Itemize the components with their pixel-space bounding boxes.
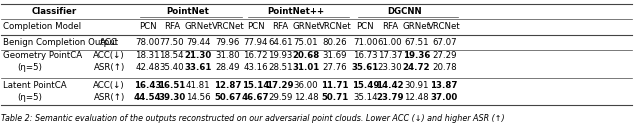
- Text: 64.61: 64.61: [268, 38, 292, 47]
- Text: 67.51: 67.51: [404, 38, 429, 47]
- Text: 23.79: 23.79: [376, 93, 404, 102]
- Text: 16.43: 16.43: [134, 81, 161, 90]
- Text: ACC(↓): ACC(↓): [93, 51, 125, 60]
- Text: ACC: ACC: [100, 38, 118, 47]
- Text: Latent PointCA: Latent PointCA: [3, 81, 67, 90]
- Text: RFA: RFA: [164, 22, 180, 31]
- Text: 71.00: 71.00: [353, 38, 378, 47]
- Text: ASR(↑): ASR(↑): [93, 93, 125, 102]
- Text: GRNet: GRNet: [184, 22, 212, 31]
- Text: 61.00: 61.00: [378, 38, 403, 47]
- Text: ASR(↑): ASR(↑): [93, 63, 125, 72]
- Text: GRNet: GRNet: [292, 22, 320, 31]
- Text: 15.14: 15.14: [242, 81, 269, 90]
- Text: 18.54: 18.54: [159, 51, 184, 60]
- Text: 12.48: 12.48: [404, 93, 429, 102]
- Text: 16.73: 16.73: [353, 51, 378, 60]
- Text: 18.31: 18.31: [136, 51, 160, 60]
- Text: (η=5): (η=5): [17, 93, 42, 102]
- Text: DGCNN: DGCNN: [388, 7, 422, 16]
- Text: 33.61: 33.61: [184, 63, 212, 72]
- Text: 42.48: 42.48: [136, 63, 160, 72]
- Text: 20.68: 20.68: [292, 51, 320, 60]
- Text: 28.51: 28.51: [268, 63, 292, 72]
- Text: 30.91: 30.91: [404, 81, 429, 90]
- Text: 37.00: 37.00: [431, 93, 458, 102]
- Text: ACC(↓): ACC(↓): [93, 81, 125, 90]
- Text: 35.61: 35.61: [352, 63, 379, 72]
- Text: (η=5): (η=5): [17, 63, 42, 72]
- Text: 78.00: 78.00: [136, 38, 160, 47]
- Text: PCN: PCN: [356, 22, 374, 31]
- Text: 77.50: 77.50: [159, 38, 184, 47]
- Text: Table 2: Semantic evaluation of the outputs reconstructed on our adversarial poi: Table 2: Semantic evaluation of the outp…: [1, 114, 504, 123]
- Text: 31.69: 31.69: [323, 51, 348, 60]
- Text: 23.30: 23.30: [378, 63, 403, 72]
- Text: PointNet: PointNet: [166, 7, 209, 16]
- Text: 39.30: 39.30: [158, 93, 186, 102]
- Text: 77.94: 77.94: [243, 38, 268, 47]
- Text: 36.00: 36.00: [294, 81, 319, 90]
- Text: 41.81: 41.81: [186, 81, 211, 90]
- Text: 50.67: 50.67: [214, 93, 241, 102]
- Text: 12.48: 12.48: [294, 93, 319, 102]
- Text: 14.56: 14.56: [186, 93, 211, 102]
- Text: Classifier: Classifier: [32, 7, 77, 16]
- Text: PCN: PCN: [247, 22, 264, 31]
- Text: 15.49: 15.49: [352, 81, 379, 90]
- Text: PCN: PCN: [139, 22, 157, 31]
- Text: 28.49: 28.49: [216, 63, 240, 72]
- Text: 17.37: 17.37: [378, 51, 403, 60]
- Text: VRCNet: VRCNet: [319, 22, 351, 31]
- Text: 14.42: 14.42: [376, 81, 404, 90]
- Text: 13.87: 13.87: [431, 81, 458, 90]
- Text: 27.76: 27.76: [323, 63, 348, 72]
- Text: 11.71: 11.71: [321, 81, 349, 90]
- Text: 46.67: 46.67: [242, 93, 269, 102]
- Text: 80.26: 80.26: [323, 38, 348, 47]
- Text: 29.59: 29.59: [268, 93, 292, 102]
- Text: 12.87: 12.87: [214, 81, 241, 90]
- Text: 35.40: 35.40: [159, 63, 184, 72]
- Text: 31.80: 31.80: [216, 51, 240, 60]
- Text: Benign Completion Output: Benign Completion Output: [3, 38, 118, 47]
- Text: 19.93: 19.93: [268, 51, 292, 60]
- Text: 79.44: 79.44: [186, 38, 211, 47]
- Text: 20.78: 20.78: [432, 63, 456, 72]
- Text: 44.54: 44.54: [134, 93, 161, 102]
- Text: Geometry PointCA: Geometry PointCA: [3, 51, 83, 60]
- Text: 27.29: 27.29: [432, 51, 456, 60]
- Text: 16.51: 16.51: [158, 81, 186, 90]
- Text: 19.36: 19.36: [403, 51, 430, 60]
- Text: 24.72: 24.72: [403, 63, 430, 72]
- Text: 67.07: 67.07: [432, 38, 456, 47]
- Text: 43.16: 43.16: [243, 63, 268, 72]
- Text: 79.96: 79.96: [216, 38, 240, 47]
- Text: GRNet: GRNet: [403, 22, 431, 31]
- Text: 75.01: 75.01: [294, 38, 319, 47]
- Text: PointNet++: PointNet++: [267, 7, 324, 16]
- Text: RFA: RFA: [382, 22, 398, 31]
- Text: 21.30: 21.30: [184, 51, 212, 60]
- Text: VRCNet: VRCNet: [428, 22, 461, 31]
- Text: 16.72: 16.72: [243, 51, 268, 60]
- Text: Completion Model: Completion Model: [3, 22, 81, 31]
- Text: 50.71: 50.71: [321, 93, 349, 102]
- Text: 17.29: 17.29: [266, 81, 294, 90]
- Text: 31.01: 31.01: [292, 63, 320, 72]
- Text: RFA: RFA: [272, 22, 288, 31]
- Text: 35.14: 35.14: [353, 93, 378, 102]
- Text: VRCNet: VRCNet: [211, 22, 244, 31]
